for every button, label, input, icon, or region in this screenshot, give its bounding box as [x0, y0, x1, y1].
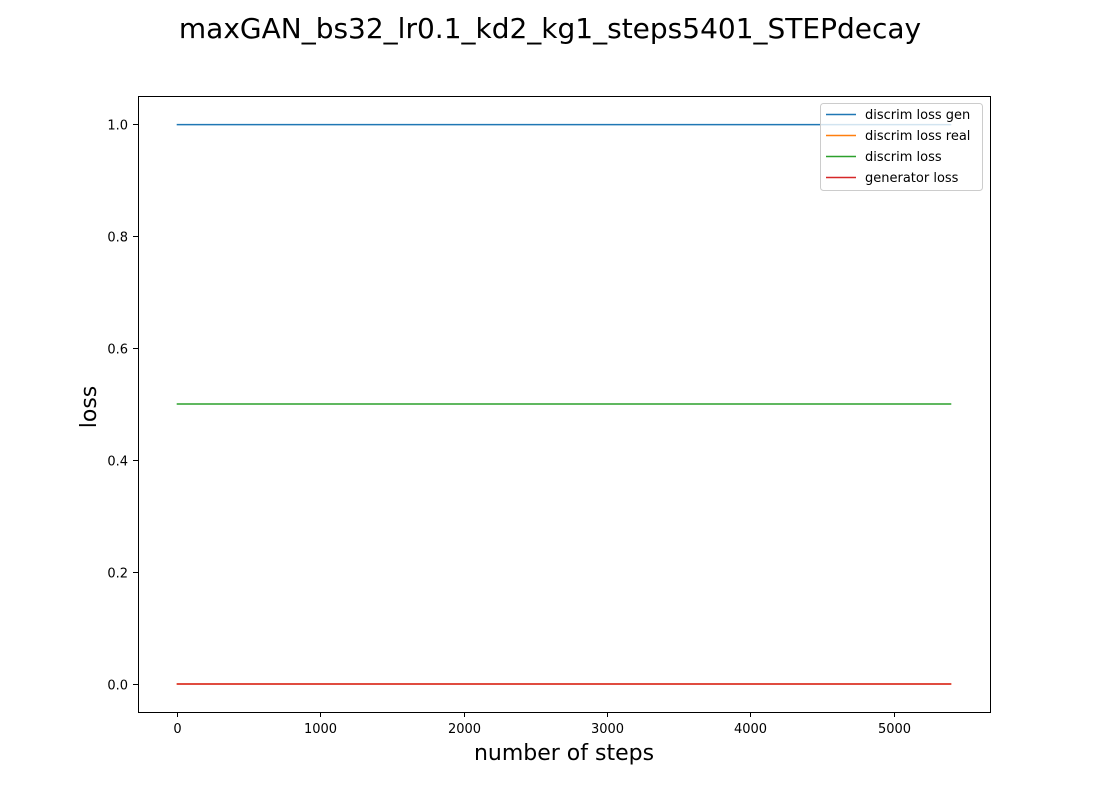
- x-axis-label: number of steps: [474, 741, 654, 766]
- legend-label: discrim loss gen: [865, 108, 970, 123]
- series-lines: [176, 123, 952, 685]
- y-axis: 0.0 0.2 0.4 0.6 0.8 1.0: [107, 119, 138, 694]
- y-tick-label: 0.2: [107, 567, 128, 582]
- y-tick-label: 0.8: [107, 231, 128, 246]
- y-tick-label: 0.4: [107, 455, 128, 470]
- legend-label: generator loss: [865, 171, 959, 186]
- y-tick-label: 1.0: [107, 119, 128, 134]
- x-tick-label: 1000: [304, 722, 337, 737]
- y-axis-label: loss: [77, 386, 102, 429]
- y-tick-label: 0.0: [107, 679, 128, 694]
- legend-label: discrim loss real: [865, 129, 970, 144]
- y-tick-label: 0.6: [107, 343, 128, 358]
- legend-label: discrim loss: [865, 150, 942, 165]
- plot-frame: [138, 96, 991, 713]
- x-tick-label: 5000: [878, 722, 911, 737]
- legend-box: [820, 103, 983, 191]
- x-tick-label: 4000: [734, 722, 767, 737]
- x-tick-label: 0: [173, 722, 181, 737]
- x-axis: 0 1000 2000 3000 4000 5000: [173, 712, 911, 737]
- x-tick-label: 3000: [591, 722, 624, 737]
- x-tick-label: 2000: [448, 722, 481, 737]
- legend: discrim loss gen discrim loss real discrim…: [820, 103, 983, 191]
- chart-title: maxGAN_bs32_lr0.1_kd2_kg1_steps5401_STEP…: [179, 12, 921, 45]
